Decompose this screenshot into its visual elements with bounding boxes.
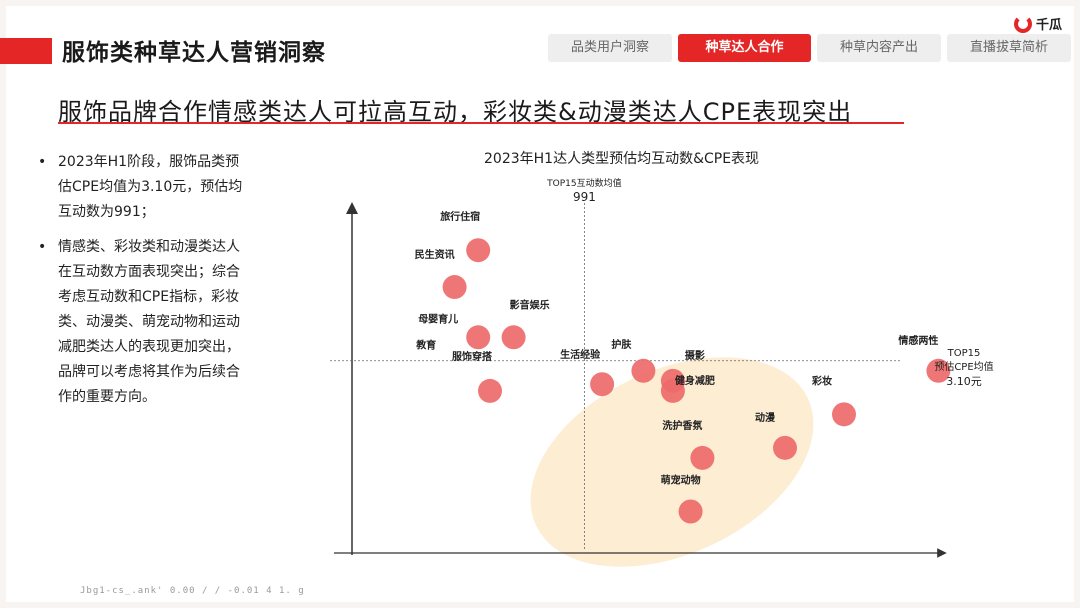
point-label-2: 影音娱乐 — [510, 298, 550, 311]
point-label-0: 旅行住宿 — [440, 210, 480, 223]
point-3 — [466, 325, 491, 350]
bullet-item: 2023年H1阶段，服饰品类预估CPE均值为3.10元，预估均互动数为991； — [38, 150, 253, 225]
point-label-7: 护肤 — [611, 338, 632, 351]
qiangua-logo-icon — [1013, 14, 1032, 33]
vline-label: TOP15互动数均值 — [546, 177, 621, 189]
point-label-4: 教育 — [415, 338, 436, 351]
point-10 — [926, 358, 951, 383]
point-label-9: 健身减肥 — [675, 374, 715, 387]
tab-live-stream-analysis[interactable]: 直播拔草简析 — [947, 34, 1071, 62]
footer-text: Jbg1-cs_.ank' 0.00 / / -0.01 4 1. g — [80, 586, 305, 596]
point-2 — [501, 325, 526, 350]
point-5 — [478, 378, 502, 403]
point-1 — [442, 275, 467, 300]
insight-bullets: 2023年H1阶段，服饰品类预估CPE均值为3.10元，预估均互动数为991； … — [38, 150, 253, 420]
point-label-12: 动漫 — [755, 411, 776, 424]
vline-value-label: 991 — [573, 190, 596, 204]
point-label-1: 民生资讯 — [415, 248, 455, 261]
point-9 — [660, 378, 685, 403]
point-0 — [466, 238, 491, 263]
point-label-8: 摄影 — [685, 349, 705, 362]
point-6 — [590, 372, 615, 397]
tab-influencer-cooperation[interactable]: 种草达人合作 — [678, 34, 811, 62]
brand-logo: 千瓜 — [1013, 14, 1062, 33]
tab-content-output[interactable]: 种草内容产出 — [817, 34, 941, 62]
point-label-5: 服饰穿搭 — [452, 350, 493, 363]
point-11 — [832, 402, 856, 427]
headline-underline — [58, 122, 904, 124]
hline-value-label: 3.10元 — [946, 375, 982, 388]
section-tabs: 品类用户洞察 种草达人合作 种草内容产出 直播拔草简析 — [548, 34, 1071, 62]
point-7 — [631, 358, 656, 383]
point-label-10: 情感两性 — [898, 334, 938, 347]
point-label-6: 生活经验 — [560, 348, 601, 361]
point-label-14: 萌宠动物 — [661, 474, 701, 487]
headline: 服饰品牌合作情感类达人可拉高互动，彩妆类&动漫类达人CPE表现突出 — [58, 98, 853, 126]
highlight-ellipse — [530, 357, 814, 567]
page-title: 服饰类种草达人营销洞察 — [62, 40, 326, 66]
hline-label-line1: TOP15 — [947, 348, 981, 359]
point-label-3: 母婴育儿 — [418, 312, 458, 325]
point-label-11: 彩妆 — [811, 374, 832, 387]
hline-label-line2: 预估CPE均值 — [934, 360, 993, 373]
point-label-13: 洗护香氛 — [662, 419, 702, 432]
point-12 — [773, 435, 797, 460]
tab-category-user-insight[interactable]: 品类用户洞察 — [548, 34, 672, 62]
point-14 — [678, 499, 703, 524]
brand-name: 千瓜 — [1035, 18, 1062, 33]
bullet-item: 情感类、彩妆类和动漫类达人在互动数方面表现突出；综合考虑互动数和CPE指标，彩妆… — [38, 235, 253, 410]
chart-title: 2023年H1达人类型预估均互动数&CPE表现 — [484, 151, 760, 167]
title-accent-bar — [0, 38, 52, 64]
point-13 — [690, 445, 715, 470]
